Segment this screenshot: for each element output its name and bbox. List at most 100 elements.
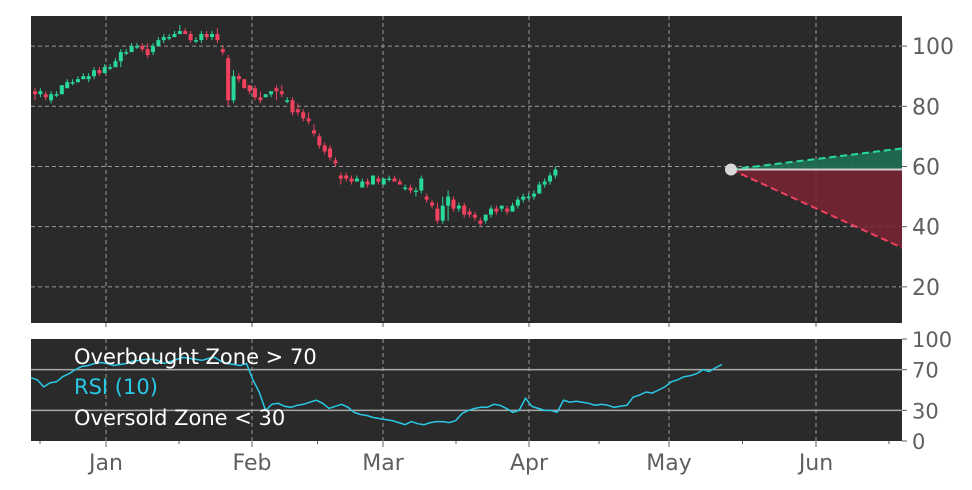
candle-body (210, 34, 215, 38)
candle-body (263, 94, 268, 98)
candle-body (472, 214, 477, 218)
candle-body (408, 187, 413, 191)
overbought-zone-label: Overbought Zone > 70 (74, 345, 317, 369)
price-y-ticks: 20 40 60 80 100 (902, 35, 954, 301)
rsi-reference-lines (31, 368, 902, 412)
candle-body (537, 184, 542, 194)
candle-body (290, 100, 295, 113)
candle-body (188, 34, 193, 41)
candle-body (456, 205, 461, 209)
candle-body (70, 82, 75, 84)
price-gridlines (31, 16, 902, 323)
forecast-lower-line (730, 168, 903, 249)
candle-body (526, 196, 531, 199)
candle-body (81, 76, 86, 80)
rsi-series (30, 356, 723, 426)
candle-body (424, 196, 429, 200)
forecast-cone (725, 147, 903, 249)
candle-body (231, 76, 236, 101)
candle-body (199, 34, 204, 41)
candle-body (381, 178, 386, 185)
candle-body (515, 199, 520, 206)
candle-body (220, 49, 225, 53)
x-tick-label: Jun (797, 451, 833, 476)
candle-body (467, 211, 472, 215)
candle-body (279, 91, 284, 95)
rsi-y-tick-label: 30 (912, 399, 939, 423)
candle-body (451, 199, 456, 209)
candle-body (430, 202, 435, 206)
candle-body (252, 88, 257, 98)
candle-body (102, 67, 107, 74)
candle-body (129, 46, 134, 53)
candle-body (489, 208, 494, 215)
price-y-tick-label: 60 (912, 155, 940, 180)
candle-body (215, 34, 220, 41)
candle-body (397, 181, 402, 185)
candle-body (38, 91, 43, 95)
candle-body (440, 205, 445, 221)
forecast-up-area (731, 148, 902, 170)
oversold-zone-label: Oversold Zone < 30 (74, 406, 285, 430)
price-y-tick-label: 100 (912, 35, 954, 60)
candle-body (226, 58, 231, 101)
candle-body (505, 208, 510, 212)
candle-body (242, 79, 247, 89)
candle-body (65, 82, 70, 89)
price-y-tick-label: 80 (912, 95, 940, 120)
candle-body (338, 175, 343, 179)
candle-body (344, 175, 349, 179)
candle-body (553, 169, 558, 176)
candle-body (446, 196, 451, 206)
candle-body (354, 178, 359, 182)
candle-body (274, 88, 279, 92)
candle-body (269, 91, 274, 95)
candle-body (92, 70, 97, 77)
candle-body (301, 112, 306, 119)
candle-body (403, 187, 408, 190)
rsi-y-tick-label: 70 (912, 359, 939, 383)
candle-body (435, 208, 440, 221)
rsi-panel: Overbought Zone > 70 RSI (10) Oversold Z… (30, 328, 952, 476)
candle-body (462, 205, 467, 215)
candle-body (494, 208, 499, 212)
candle-body (295, 109, 300, 113)
candle-body (311, 130, 316, 134)
candle-body (258, 97, 263, 101)
rsi-line (30, 356, 723, 426)
candle-body (542, 181, 547, 185)
candle-body (247, 85, 252, 92)
candle-body (236, 76, 241, 80)
candle-body (483, 214, 488, 221)
candle-body (124, 52, 129, 54)
candle-body (322, 145, 327, 152)
candle-body (365, 181, 370, 185)
price-y-tick-label: 20 (912, 276, 940, 301)
candle-body (387, 178, 392, 181)
candlesticks (33, 25, 558, 227)
candle-body (317, 136, 322, 146)
candle-body (499, 205, 504, 209)
candle-body (193, 40, 198, 42)
candle-body (510, 205, 515, 212)
rsi-series-label: RSI (10) (74, 375, 158, 399)
candle-body (167, 37, 172, 39)
candle-body (118, 52, 123, 62)
candle-body (370, 175, 375, 185)
candle-body (113, 61, 118, 68)
candle-body (419, 178, 424, 191)
candle-body (183, 31, 188, 35)
candle-body (172, 34, 177, 38)
candle-body (204, 34, 209, 38)
rsi-y-tick-label: 100 (912, 328, 952, 352)
candle-body (333, 160, 338, 164)
price-panel: 20 40 60 80 100 (31, 16, 954, 327)
rsi-legend: Overbought Zone > 70 RSI (10) Oversold Z… (74, 345, 317, 430)
candle-body (97, 70, 102, 74)
candle-body (49, 94, 54, 101)
candle-body (285, 100, 290, 102)
candle-body (360, 181, 365, 188)
candle-body (54, 94, 59, 96)
candle-body (156, 40, 161, 47)
